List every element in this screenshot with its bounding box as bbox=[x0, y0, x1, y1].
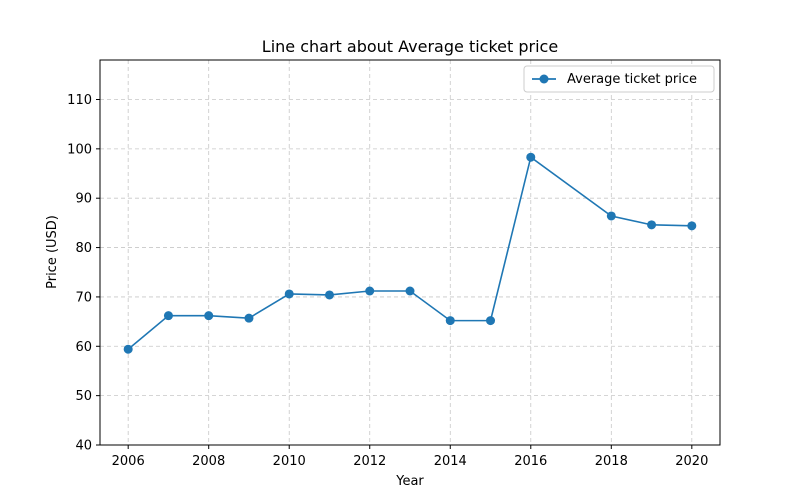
y-tick-label: 60 bbox=[75, 340, 92, 355]
legend-label: Average ticket price bbox=[567, 72, 697, 87]
chart-title: Line chart about Average ticket price bbox=[262, 37, 558, 56]
data-point bbox=[405, 286, 415, 296]
x-tick-label: 2006 bbox=[112, 454, 145, 469]
data-point bbox=[324, 290, 334, 300]
data-point bbox=[163, 311, 173, 321]
x-tick-label: 2008 bbox=[192, 454, 225, 469]
series-layer bbox=[123, 152, 697, 354]
x-tick-label: 2012 bbox=[353, 454, 386, 469]
y-tick-label: 100 bbox=[67, 142, 92, 157]
axis-ticks: 2006 2008 2010 2012 2014 2016 2018 2020 40 50 60 70… bbox=[67, 93, 708, 469]
data-point bbox=[526, 152, 536, 162]
data-point bbox=[687, 221, 697, 231]
data-point bbox=[204, 311, 214, 321]
series-line bbox=[127, 155, 692, 350]
x-tick-label: 2018 bbox=[595, 454, 628, 469]
x-tick-label: 2010 bbox=[273, 454, 306, 469]
y-tick-label: 50 bbox=[75, 389, 92, 404]
data-point bbox=[486, 316, 496, 326]
y-axis-label: Price (USD) bbox=[45, 215, 60, 289]
data-point bbox=[647, 220, 657, 230]
data-point bbox=[123, 344, 133, 354]
x-tick-label: 2020 bbox=[675, 454, 708, 469]
legend-marker-swatch bbox=[539, 74, 549, 84]
legend-box bbox=[523, 65, 715, 93]
y-tick-label: 110 bbox=[67, 93, 92, 108]
x-tick-label: 2016 bbox=[514, 454, 547, 469]
data-point bbox=[606, 211, 616, 221]
data-point bbox=[284, 289, 294, 299]
y-tick-label: 40 bbox=[75, 439, 92, 454]
plot-frame bbox=[99, 59, 721, 446]
data-point bbox=[244, 313, 254, 323]
y-tick-label: 80 bbox=[75, 241, 92, 256]
data-point bbox=[445, 316, 455, 326]
y-tick-label: 90 bbox=[75, 192, 92, 207]
y-tick-label: 70 bbox=[75, 290, 92, 305]
data-point bbox=[365, 286, 375, 296]
x-axis-label: Year bbox=[395, 474, 424, 489]
legend: Average ticket price bbox=[523, 65, 715, 93]
x-tick-label: 2014 bbox=[434, 454, 467, 469]
